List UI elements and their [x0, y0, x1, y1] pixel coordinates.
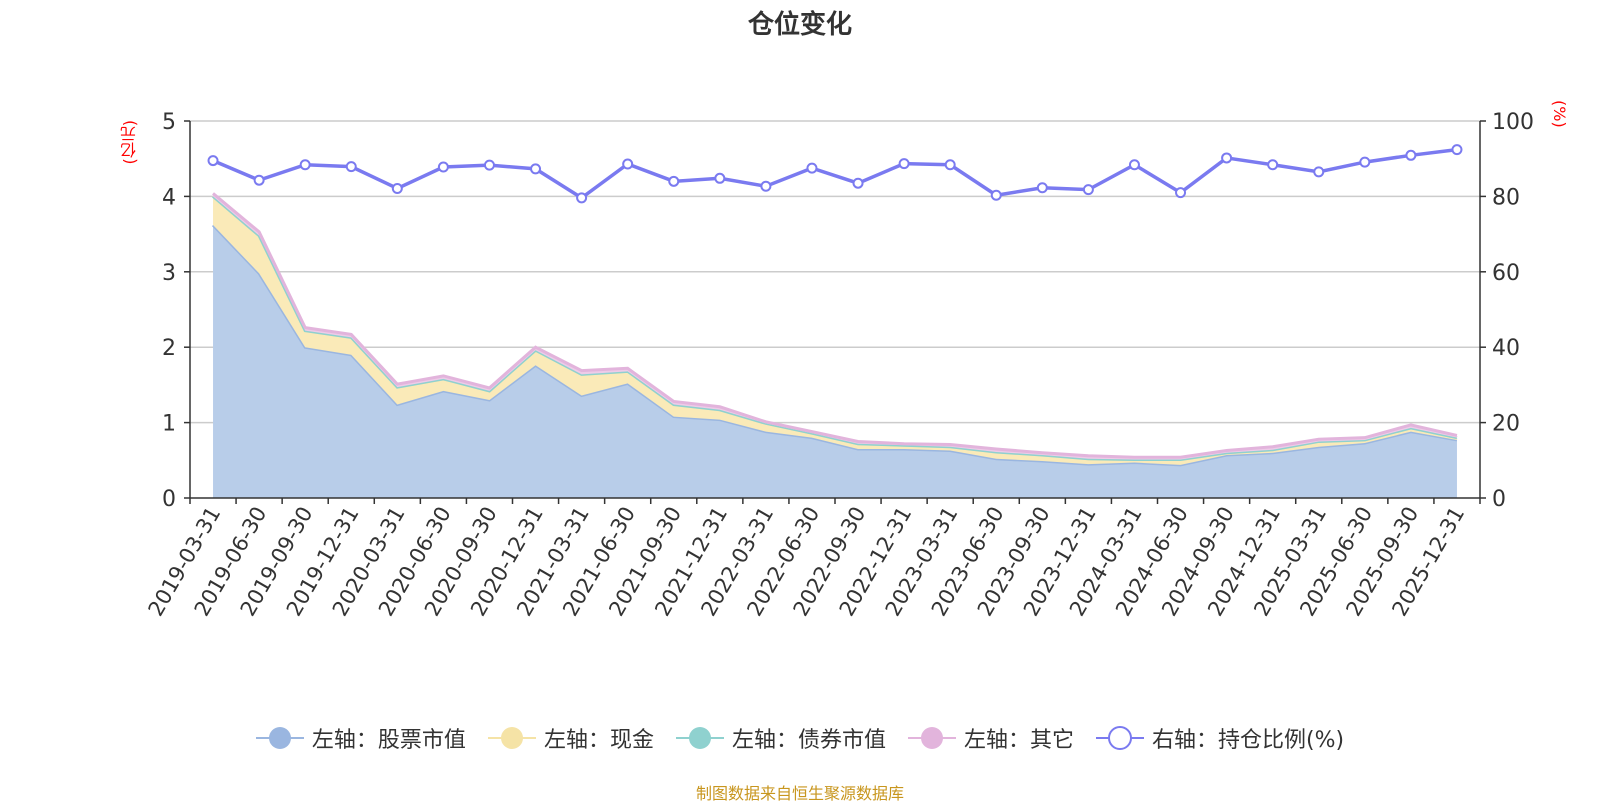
ratio-point	[299, 159, 311, 171]
ratio-line	[212, 147, 1458, 201]
ratio-point	[1267, 159, 1279, 171]
legend-marker-ratio-icon	[1095, 725, 1144, 751]
ratio-point	[714, 172, 726, 184]
ratio-point	[944, 159, 956, 171]
left-axis-tick-label: 4	[162, 185, 176, 210]
ratio-point	[898, 158, 910, 170]
legend-item-other[interactable]: 左轴：其它	[907, 722, 1074, 754]
ratio-point	[1128, 159, 1140, 171]
left-axis-tick-label: 3	[162, 261, 176, 286]
ratio-point	[576, 192, 588, 204]
legend-item-cash[interactable]: 左轴：现金	[487, 722, 654, 754]
legend-item-ratio[interactable]: 右轴：持仓比例(%)	[1095, 722, 1345, 754]
legend-item-bond[interactable]: 左轴：债券市值	[675, 722, 886, 754]
source-note: 制图数据来自恒生聚源数据库	[695, 784, 904, 803]
area-series-0	[213, 225, 1457, 498]
ratio-point	[668, 175, 680, 187]
ratio-point	[806, 162, 818, 174]
legend-label-bond: 左轴：债券市值	[731, 728, 886, 753]
left-axis-tick-label: 1	[162, 412, 176, 437]
left-axis-tick-label: 5	[162, 110, 176, 135]
right-axis-tick-label: 60	[1492, 261, 1520, 286]
right-axis-tick-label: 100	[1492, 110, 1534, 135]
ratio-point	[1359, 156, 1371, 168]
ratio-point	[622, 158, 634, 170]
ratio-point	[1451, 144, 1463, 156]
ratio-point	[207, 155, 219, 167]
left-axis-tick-label: 2	[162, 336, 176, 361]
ratio-point	[483, 159, 495, 171]
ratio-point	[852, 177, 864, 189]
ratio-point	[760, 180, 772, 192]
legend-marker-other-icon	[907, 725, 956, 751]
right-axis-tick-label: 80	[1492, 185, 1520, 210]
ratio-point	[437, 161, 449, 173]
legend-label-other: 左轴：其它	[963, 728, 1074, 753]
ratio-point	[1221, 152, 1233, 164]
ratio-point	[990, 189, 1002, 201]
legend-marker-bond-icon	[675, 725, 724, 751]
right-axis-tick-label: 0	[1492, 487, 1506, 512]
chart-title: 仓位变化	[747, 10, 852, 40]
legend-label-stock: 左轴：股票市值	[311, 728, 466, 753]
legend-item-stock[interactable]: 左轴：股票市值	[255, 722, 466, 754]
ratio-point	[345, 161, 357, 173]
ratio-point	[1036, 182, 1048, 194]
right-axis-unit: (%)	[1550, 100, 1569, 128]
area-series-line-3	[212, 192, 1458, 459]
legend-marker-cash-icon	[487, 725, 536, 751]
ratio-point	[391, 182, 403, 194]
ratio-point	[530, 163, 542, 175]
ratio-point	[1405, 149, 1417, 161]
ratio-point	[253, 174, 265, 186]
left-axis-tick-label: 0	[162, 487, 176, 512]
legend-label-cash: 左轴：现金	[543, 728, 654, 753]
legend-marker-stock-icon	[255, 725, 304, 751]
ratio-point	[1313, 166, 1325, 178]
legend-label-ratio: 右轴：持仓比例(%)	[1151, 728, 1345, 753]
ratio-point	[1082, 184, 1094, 196]
right-axis-tick-label: 20	[1492, 412, 1520, 437]
right-axis-tick-label: 40	[1492, 336, 1520, 361]
ratio-point	[1175, 187, 1187, 199]
legend: 左轴：股票市值 左轴：现金 左轴：债券市值 左轴：其它 右轴：持仓比例(%)	[0, 722, 1600, 754]
